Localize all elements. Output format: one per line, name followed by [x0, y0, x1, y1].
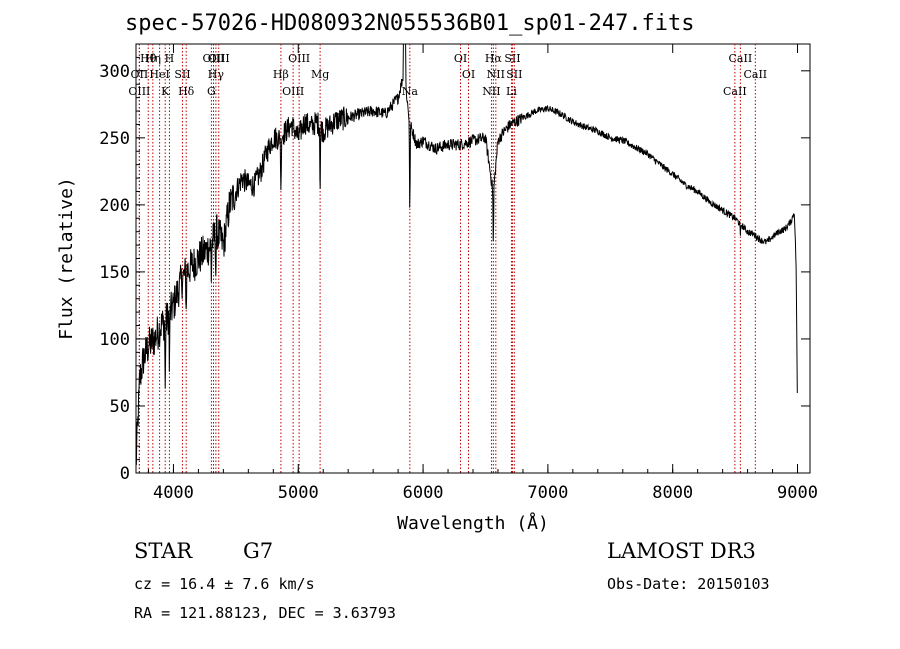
x-tick-label-5: 9000 — [777, 483, 818, 503]
survey-name: LAMOST DR3 — [607, 539, 756, 563]
line-label-23: Li — [506, 85, 517, 98]
x-tick-label-1: 5000 — [278, 483, 319, 503]
observation-date: Obs-Date: 20150103 — [607, 575, 770, 593]
line-label-11: G — [207, 85, 216, 98]
coordinates: RA = 121.88123, DEC = 3.63793 — [134, 604, 396, 622]
y-tick-label-6: 300 — [99, 62, 130, 82]
x-tick-label-2: 6000 — [403, 483, 444, 503]
line-label-10: Hγ — [208, 68, 225, 81]
line-label-5: K — [161, 85, 170, 98]
x-tick-label-4: 8000 — [652, 483, 693, 503]
y-tick-label-0: 0 — [120, 464, 130, 484]
line-label-14: OIII — [282, 85, 304, 98]
line-label-3: Hη — [145, 52, 161, 65]
spectrum-line — [135, 43, 798, 465]
line-label-19: OI — [462, 68, 475, 81]
line-label-25: SII — [506, 68, 522, 81]
line-label-8: Hδ — [178, 85, 195, 98]
object-class: STAR — [134, 539, 193, 563]
object-subclass: G7 — [243, 539, 274, 563]
line-label-7: SII — [174, 68, 190, 81]
y-tick-label-4: 200 — [99, 196, 130, 216]
x-axis-label: Wavelength (Å) — [397, 512, 549, 534]
y-tick-label-5: 250 — [99, 129, 130, 149]
line-label-13: Hβ — [273, 68, 289, 81]
y-tick-label-1: 50 — [110, 397, 130, 417]
x-tick-label-3: 7000 — [527, 483, 568, 503]
y-axis-label: Flux (relative) — [56, 177, 77, 340]
line-label-17: Na — [402, 85, 419, 98]
chart-title: spec-57026-HD080932N055536B01_sp01-247.f… — [125, 11, 695, 36]
line-label-22: NII — [487, 68, 505, 81]
y-tick-label-3: 150 — [99, 263, 130, 283]
plot-frame — [135, 43, 811, 474]
line-label-26: CaII — [723, 85, 747, 98]
line-label-6: H — [165, 52, 175, 65]
line-label-4: HeI — [149, 68, 169, 81]
line-label-2: OIII — [128, 85, 150, 98]
line-label-12: OIII — [208, 52, 230, 65]
line-label-1: OII — [131, 68, 149, 81]
line-label-15: OIII — [288, 52, 310, 65]
line-label-24: SII — [504, 52, 520, 65]
x-tick-label-0: 4000 — [153, 483, 194, 503]
line-label-9: OIII — [202, 52, 224, 65]
line-label-20: NII — [482, 85, 500, 98]
line-label-18: OI — [454, 52, 467, 65]
line-label-0: Hθ — [140, 52, 157, 65]
line-label-27: CaII — [729, 52, 753, 65]
line-label-21: Hα — [485, 52, 503, 65]
line-label-16: Mg — [311, 68, 329, 81]
line-label-28: CaII — [743, 68, 767, 81]
redshift-cz: cz = 16.4 ± 7.6 km/s — [134, 575, 315, 593]
y-tick-label-2: 100 — [99, 330, 130, 350]
